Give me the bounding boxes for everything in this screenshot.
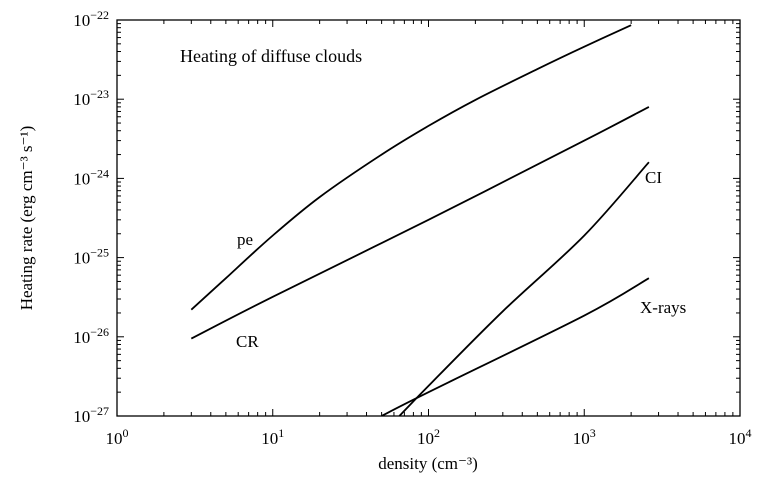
y-tick-label: 10−22: [73, 8, 109, 30]
y-tick-label: 10−25: [73, 246, 109, 268]
series-line-pe: [190, 24, 632, 311]
x-tick-label: 104: [729, 426, 752, 448]
curve-label-cr: CR: [236, 332, 259, 351]
series-line-cr: [190, 106, 650, 340]
axis-ticks: [116, 19, 741, 417]
y-tick-label: 10−26: [73, 325, 109, 347]
plot-frame: [116, 19, 741, 417]
x-tick-label: 102: [417, 426, 440, 448]
plot-border: [116, 19, 741, 417]
series-line-ci: [398, 161, 650, 416]
y-axis-label: Heating rate (erg cm⁻³ s⁻¹): [17, 126, 36, 311]
x-tick-label: 100: [106, 426, 129, 448]
series-line-x-rays: [381, 277, 650, 416]
chart-annotation: Heating of diffuse clouds: [180, 46, 362, 66]
curve-label-pe: pe: [237, 230, 253, 249]
x-tick-labels: 100 101 102 103 104: [106, 426, 752, 448]
x-tick-label: 101: [261, 426, 284, 448]
y-tick-label: 10−24: [73, 166, 109, 188]
x-tick-label: 103: [573, 426, 596, 448]
y-tick-label: 10−23: [73, 87, 109, 109]
series-lines: [190, 24, 650, 416]
y-tick-label: 10−27: [73, 404, 109, 426]
x-axis-label: density (cm⁻³): [378, 454, 478, 473]
curve-label-x-rays: X-rays: [640, 298, 686, 317]
curve-label-ci: CI: [645, 168, 662, 187]
y-tick-labels: 10−22 10−23 10−24 10−25 10−26 10−27: [73, 8, 109, 426]
curve-labels: pe CR CI X-rays: [236, 168, 686, 351]
